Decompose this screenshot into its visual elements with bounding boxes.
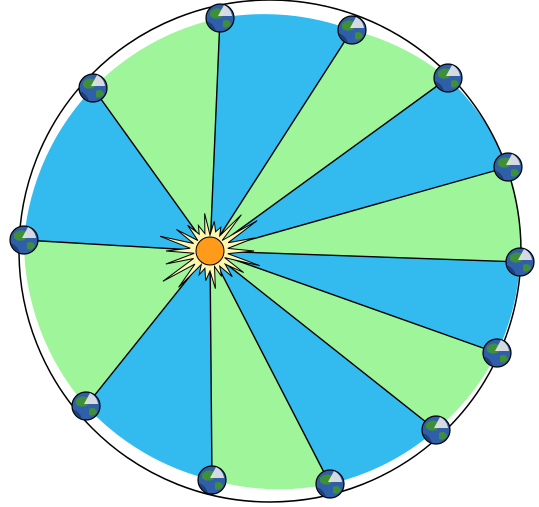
orbit-spoke [209,250,498,354]
orbit-sector [210,30,448,251]
sun-icon [159,213,261,289]
earth-icon [482,338,512,368]
orbit-spoke [209,29,353,252]
orbit-spoke [209,250,213,481]
planets [9,3,535,499]
orbit-spoke [209,166,509,252]
earth-icon [197,465,227,495]
earth-icon [205,3,235,33]
orbit-spoke [209,250,521,263]
earth-icon [9,225,39,255]
orbit-spoke [209,250,331,485]
orbit-sector [210,251,520,353]
orbit-spoke [209,17,221,252]
orbit-sector [86,251,212,480]
orbit-sectors [23,14,521,490]
orbit-spoke [209,77,449,252]
orbit-spokes [23,17,521,485]
orbit-sector [24,88,210,251]
orbit-sector [210,251,497,430]
earth-icon [78,73,108,103]
earth-icon [337,15,367,45]
orbit-sector [210,167,521,262]
earth-icon [433,63,463,93]
orbit-sector [210,14,352,252]
earth-icon [315,469,345,499]
earth-icon [421,415,451,445]
earth-icon [493,152,523,182]
earth-icon [505,247,535,277]
sun-core [195,236,225,266]
orbit-spoke [209,250,437,431]
earth-icon [71,391,101,421]
orbit-spoke [92,87,211,252]
orbit-sector [210,78,508,251]
orbit-sector [93,18,220,251]
orbit-sector [210,251,436,484]
